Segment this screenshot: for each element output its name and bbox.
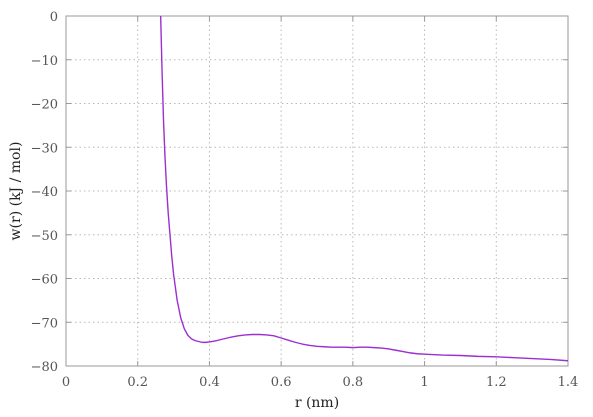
series-line bbox=[159, 15, 569, 362]
x-tick-label: 0.6 bbox=[271, 375, 292, 390]
y-tick-label: 0 bbox=[50, 10, 58, 25]
plot-frame bbox=[65, 15, 569, 367]
x-tick-label: 1.4 bbox=[558, 375, 579, 390]
y-tick-label: −80 bbox=[31, 360, 58, 375]
x-tick-label: 1 bbox=[420, 375, 428, 390]
y-tick-label: −10 bbox=[31, 54, 58, 69]
x-tick-label: 0.8 bbox=[343, 375, 364, 390]
y-axis-label: w(r) (kJ / mol) bbox=[8, 142, 24, 241]
ticks: 0 0.2 0.4 0.6 0.8 1 1.2 1.4 0 −10 −20 −30 −40 −50 −60 −… bbox=[31, 10, 579, 390]
x-tick-label: 1.2 bbox=[486, 375, 507, 390]
y-tick-label: −40 bbox=[31, 185, 58, 200]
y-tick-label: −70 bbox=[31, 316, 58, 331]
x-tick-label: 0 bbox=[62, 375, 70, 390]
x-axis-label: r (nm) bbox=[295, 395, 339, 411]
y-tick-label: −20 bbox=[31, 98, 58, 113]
grid bbox=[66, 16, 568, 366]
x-tick-label: 0.2 bbox=[127, 375, 148, 390]
x-tick-label: 0.4 bbox=[199, 375, 220, 390]
series-group bbox=[159, 15, 569, 362]
y-tick-label: −50 bbox=[31, 229, 58, 244]
y-tick-label: −60 bbox=[31, 273, 58, 288]
y-tick-label: −30 bbox=[31, 141, 58, 156]
